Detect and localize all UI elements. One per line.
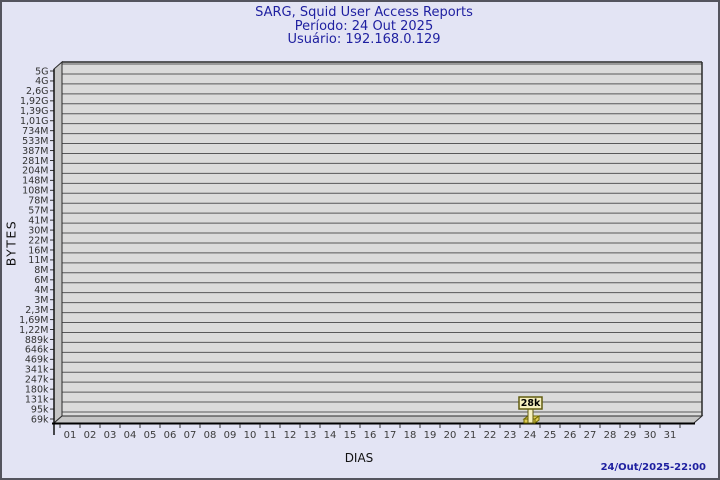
x-tick-label: 06 xyxy=(164,430,177,441)
y-tick-label: 3M xyxy=(34,295,48,306)
y-axis-title: BYTES xyxy=(3,219,19,267)
y-tick-label: 22M xyxy=(28,235,48,246)
y-tick-label: 247k xyxy=(25,375,49,386)
y-tick-label: 95k xyxy=(31,404,49,415)
y-tick-label: 8M xyxy=(34,265,48,276)
y-tick-label: 6M xyxy=(34,275,48,286)
x-tick-label: 30 xyxy=(644,430,657,441)
x-tick-label: 23 xyxy=(504,430,517,441)
y-tick-label: 57M xyxy=(28,206,48,217)
x-tick-label: 15 xyxy=(344,430,357,441)
y-tick-label: 78M xyxy=(28,196,48,207)
y-tick-label: 148M xyxy=(22,176,48,187)
y-tick-label: 16M xyxy=(28,245,48,256)
chart-wall xyxy=(62,62,702,416)
y-tick-label: 2,3M xyxy=(25,305,48,316)
chart-title: SARG, Squid User Access Reports xyxy=(255,5,473,20)
y-tick-label: 108M xyxy=(22,186,48,197)
x-tick-label: 07 xyxy=(184,430,197,441)
left-side-wall xyxy=(53,60,63,425)
x-tick-label: 19 xyxy=(424,430,437,441)
x-tick-label: 11 xyxy=(264,430,277,441)
y-tick-label: 387M xyxy=(22,146,48,157)
y-tick-label: 1,01G xyxy=(20,116,49,127)
y-tick-label: 4G xyxy=(35,76,48,87)
chart-header: SARG, Squid User Access Reports Período:… xyxy=(6,5,718,47)
x-tick-label: 02 xyxy=(84,430,97,441)
x-tick-label: 31 xyxy=(664,430,677,441)
x-tick-label: 04 xyxy=(124,430,137,441)
bar-value-label: 28k xyxy=(521,398,541,409)
bar-side-face xyxy=(534,415,540,424)
x-tick-label: 16 xyxy=(364,430,377,441)
y-tick-label: 180k xyxy=(25,384,49,395)
flag-stem xyxy=(527,408,534,424)
x-tick-label: 29 xyxy=(624,430,637,441)
x-tick-label: 20 xyxy=(444,430,457,441)
y-tick-label: 5G xyxy=(35,66,48,77)
chart-user: Usuário: 192.168.0.129 xyxy=(287,32,441,47)
y-tick-label: 11M xyxy=(28,255,48,266)
x-tick-label: 12 xyxy=(284,430,297,441)
y-tick-label: 889k xyxy=(25,335,49,346)
x-tick-label: 22 xyxy=(484,430,497,441)
y-tick-label: 533M xyxy=(22,136,48,147)
y-tick-label: 734M xyxy=(22,126,48,137)
y-tick-label: 4M xyxy=(34,285,48,296)
y-tick-label: 69k xyxy=(31,414,49,425)
x-tick-label: 10 xyxy=(244,430,257,441)
y-tick-label: 41M xyxy=(28,215,48,226)
x-axis-title: DIAS xyxy=(344,451,374,465)
x-tick-label: 25 xyxy=(544,430,557,441)
y-tick-label: 2,6G xyxy=(26,86,48,97)
x-tick-label: 13 xyxy=(304,430,317,441)
x-tick-label: 21 xyxy=(464,430,477,441)
y-tick-label: 204M xyxy=(22,166,48,177)
y-tick-label: 131k xyxy=(25,394,49,405)
y-tick-label: 30M xyxy=(28,225,48,236)
generated-timestamp: 24/Out/2025-22:00 xyxy=(600,462,706,473)
x-tick-label: 27 xyxy=(584,430,597,441)
x-tick-label: 28 xyxy=(604,430,617,441)
y-tick-label: 341k xyxy=(25,365,49,376)
x-tick-label: 26 xyxy=(564,430,577,441)
y-tick-label: 1,92G xyxy=(20,96,49,107)
x-tick-label: 14 xyxy=(324,430,337,441)
x-tick-label: 01 xyxy=(64,430,77,441)
y-tick-label: 1,22M xyxy=(19,325,48,336)
x-tick-label: 05 xyxy=(144,430,157,441)
chart-period: Período: 24 Out 2025 xyxy=(294,18,434,34)
y-tick-label: 646k xyxy=(25,345,49,356)
x-tick-label: 03 xyxy=(104,430,117,441)
x-tick-label: 24 xyxy=(524,430,537,441)
y-tick-label: 281M xyxy=(22,156,48,167)
chart-floor xyxy=(52,415,704,424)
y-tick-label: 469k xyxy=(25,355,49,366)
x-tick-label: 08 xyxy=(204,430,217,441)
x-tick-label: 17 xyxy=(384,430,397,441)
flag-box xyxy=(518,396,543,410)
x-tick-label: 09 xyxy=(224,430,237,441)
y-tick-label: 1,69M xyxy=(19,315,48,326)
x-tick-label: 18 xyxy=(404,430,417,441)
y-tick-label: 1,39G xyxy=(20,106,49,117)
